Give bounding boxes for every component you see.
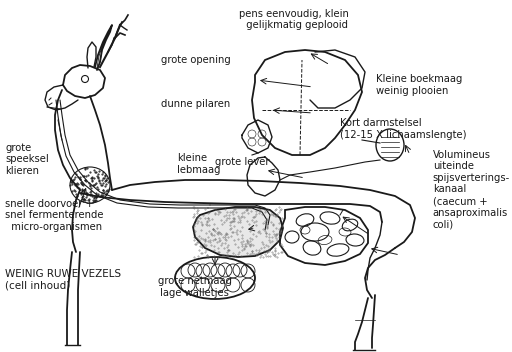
Text: Volumineus
uiteinde
spijsverterings-
kanaal
(caecum +
ansaproximalis
coli): Volumineus uiteinde spijsverterings- kan… xyxy=(433,150,510,229)
Text: grote lever: grote lever xyxy=(215,157,269,166)
Text: snelle doorvoer +
snel fermenterende
  micro-organismen: snelle doorvoer + snel fermenterende mic… xyxy=(5,199,103,232)
Text: grote opening: grote opening xyxy=(161,55,231,64)
Text: WEINIG RUWE VEZELS
(cell inhoud): WEINIG RUWE VEZELS (cell inhoud) xyxy=(5,269,121,291)
Text: dunne pilaren: dunne pilaren xyxy=(161,99,230,108)
Text: Kort darmstelsel
(12-15 X lichaamslengte): Kort darmstelsel (12-15 X lichaamslengte… xyxy=(340,118,467,139)
Polygon shape xyxy=(193,207,283,257)
Text: grote
speeksel
klieren: grote speeksel klieren xyxy=(5,143,49,176)
Text: pens eenvoudig, klein
  gelijkmatig geplooid: pens eenvoudig, klein gelijkmatig geploo… xyxy=(240,9,349,30)
Text: kleine
lebmaag: kleine lebmaag xyxy=(177,153,220,175)
Text: grote netmaag
lage walletjes: grote netmaag lage walletjes xyxy=(158,276,231,298)
Text: Kleine boekmaag
weinig plooien: Kleine boekmaag weinig plooien xyxy=(376,74,463,95)
